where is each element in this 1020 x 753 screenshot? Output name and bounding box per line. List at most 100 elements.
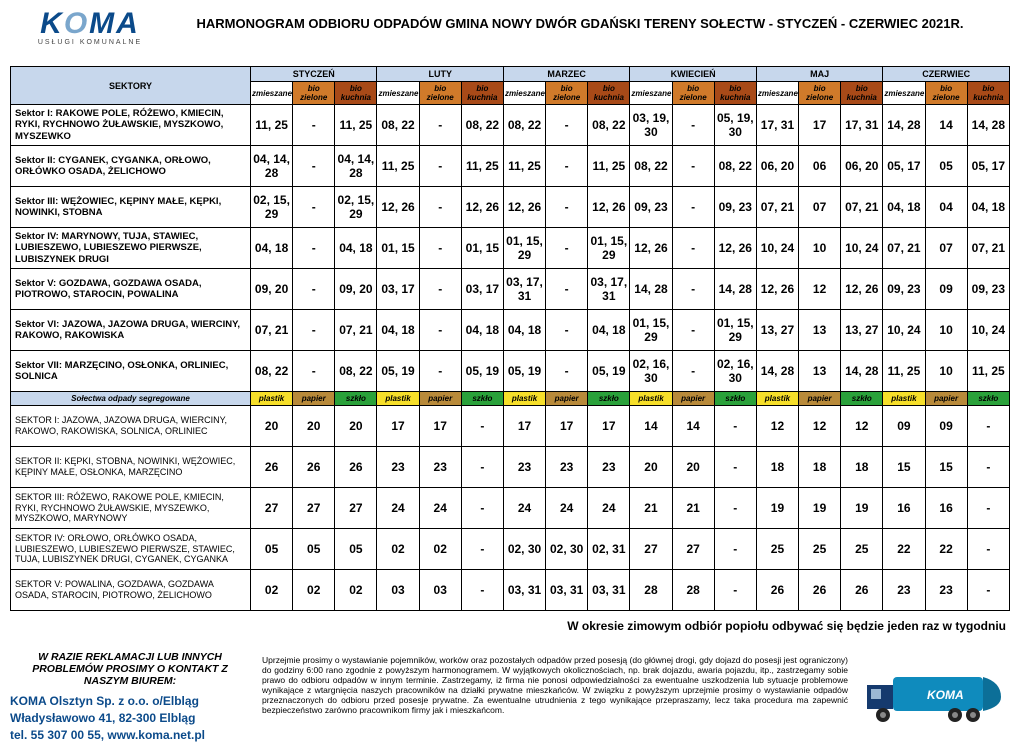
- col-month: MAJ: [756, 67, 882, 82]
- date-cell: -: [672, 351, 714, 392]
- date-cell: 23: [503, 447, 545, 488]
- date-cell: 03, 17, 31: [588, 269, 630, 310]
- date-cell: 23: [925, 570, 967, 611]
- date-cell: 12, 26: [503, 187, 545, 228]
- date-cell: 21: [672, 488, 714, 529]
- date-cell: 24: [588, 488, 630, 529]
- date-cell: 08, 22: [630, 146, 672, 187]
- seg-col-plastik: plastik: [251, 392, 293, 406]
- sector-name: Sektor III: WĘŻOWIEC, KĘPINY MAŁE, KĘPKI…: [11, 187, 251, 228]
- date-cell: -: [419, 187, 461, 228]
- date-cell: 26: [756, 570, 798, 611]
- date-cell: -: [546, 146, 588, 187]
- date-cell: 04, 14, 28: [335, 146, 377, 187]
- sub-biokuchnia: bio kuchnia: [335, 82, 377, 105]
- date-cell: 15: [925, 447, 967, 488]
- sub-biozielone: bio zielone: [419, 82, 461, 105]
- date-cell: 13: [799, 351, 841, 392]
- date-cell: 10, 24: [841, 228, 883, 269]
- seg-col-plastik: plastik: [883, 392, 925, 406]
- date-cell: 23: [546, 447, 588, 488]
- seg-col-szkło: szkło: [714, 392, 756, 406]
- footer: W RAZIE REKLAMACJI LUB INNYCH PROBLEMÓW …: [10, 651, 1010, 743]
- date-cell: 15: [883, 447, 925, 488]
- date-cell: 25: [841, 529, 883, 570]
- date-cell: 09, 23: [714, 187, 756, 228]
- date-cell: -: [967, 406, 1009, 447]
- date-cell: 02, 16, 30: [630, 351, 672, 392]
- seg-col-papier: papier: [293, 392, 335, 406]
- col-sektory: SEKTORY: [11, 67, 251, 105]
- date-cell: 11, 25: [588, 146, 630, 187]
- date-cell: 17: [546, 406, 588, 447]
- date-cell: 02: [293, 570, 335, 611]
- date-cell: 04, 18: [335, 228, 377, 269]
- schedule-table: SEKTORYSTYCZEŃLUTYMARZECKWIECIEŃMAJCZERW…: [10, 66, 1010, 611]
- date-cell: 04, 18: [883, 187, 925, 228]
- date-cell: 22: [925, 529, 967, 570]
- date-cell: -: [293, 228, 335, 269]
- date-cell: -: [714, 570, 756, 611]
- date-cell: 09, 23: [967, 269, 1009, 310]
- seg-sector-name: SEKTOR V: POWALINA, GOZDAWA, GOZDAWA OSA…: [11, 570, 251, 611]
- date-cell: 05, 17: [967, 146, 1009, 187]
- date-cell: 24: [419, 488, 461, 529]
- date-cell: 03, 31: [588, 570, 630, 611]
- date-cell: 11, 25: [377, 146, 419, 187]
- date-cell: 09: [925, 269, 967, 310]
- date-cell: 02: [251, 570, 293, 611]
- seg-col-szkło: szkło: [967, 392, 1009, 406]
- date-cell: 18: [756, 447, 798, 488]
- date-cell: 17, 31: [841, 105, 883, 146]
- date-cell: -: [461, 406, 503, 447]
- date-cell: 09: [883, 406, 925, 447]
- date-cell: 09, 20: [251, 269, 293, 310]
- seg-sector-name: SEKTOR II: KĘPKI, STOBNA, NOWINKI, WĘŻOW…: [11, 447, 251, 488]
- logo: KOMA USŁUGI KOMUNALNE: [10, 10, 170, 60]
- date-cell: 17: [588, 406, 630, 447]
- date-cell: 20: [293, 406, 335, 447]
- date-cell: 03, 19, 30: [630, 105, 672, 146]
- date-cell: 07, 21: [841, 187, 883, 228]
- date-cell: -: [672, 146, 714, 187]
- sector-name: Sektor I: RAKOWE POLE, RÓŻEWO, KMIECIN, …: [11, 105, 251, 146]
- date-cell: -: [546, 310, 588, 351]
- date-cell: 03: [377, 570, 419, 611]
- date-cell: 14, 28: [967, 105, 1009, 146]
- date-cell: 14, 28: [756, 351, 798, 392]
- date-cell: 12, 26: [756, 269, 798, 310]
- date-cell: -: [714, 488, 756, 529]
- date-cell: 20: [672, 447, 714, 488]
- date-cell: 13: [799, 310, 841, 351]
- date-cell: 03: [419, 570, 461, 611]
- seg-col-szkło: szkło: [588, 392, 630, 406]
- date-cell: 27: [335, 488, 377, 529]
- sub-zmieszane: zmieszane: [756, 82, 798, 105]
- date-cell: 11, 25: [335, 105, 377, 146]
- date-cell: 12, 26: [377, 187, 419, 228]
- sub-biozielone: bio zielone: [546, 82, 588, 105]
- date-cell: 01, 15, 29: [714, 310, 756, 351]
- date-cell: 23: [377, 447, 419, 488]
- date-cell: 08, 22: [335, 351, 377, 392]
- date-cell: 01, 15, 29: [588, 228, 630, 269]
- col-month: MARZEC: [503, 67, 629, 82]
- col-month: LUTY: [377, 67, 503, 82]
- date-cell: 14: [630, 406, 672, 447]
- sector-name: Sektor II: CYGANEK, CYGANKA, ORŁOWO, ORŁ…: [11, 146, 251, 187]
- date-cell: 11, 25: [883, 351, 925, 392]
- date-cell: -: [293, 310, 335, 351]
- date-cell: 08, 22: [251, 351, 293, 392]
- sector-name: Sektor VII: MARZĘCINO, OSŁONKA, ORLINIEC…: [11, 351, 251, 392]
- date-cell: 01, 15: [377, 228, 419, 269]
- date-cell: 26: [251, 447, 293, 488]
- date-cell: 20: [251, 406, 293, 447]
- date-cell: 12, 26: [461, 187, 503, 228]
- footer-paragraph: Uprzejmie prosimy o wystawianie pojemnik…: [262, 651, 848, 743]
- date-cell: 19: [756, 488, 798, 529]
- date-cell: 20: [335, 406, 377, 447]
- date-cell: 11, 25: [503, 146, 545, 187]
- seg-col-papier: papier: [799, 392, 841, 406]
- date-cell: 09, 20: [335, 269, 377, 310]
- sub-zmieszane: zmieszane: [503, 82, 545, 105]
